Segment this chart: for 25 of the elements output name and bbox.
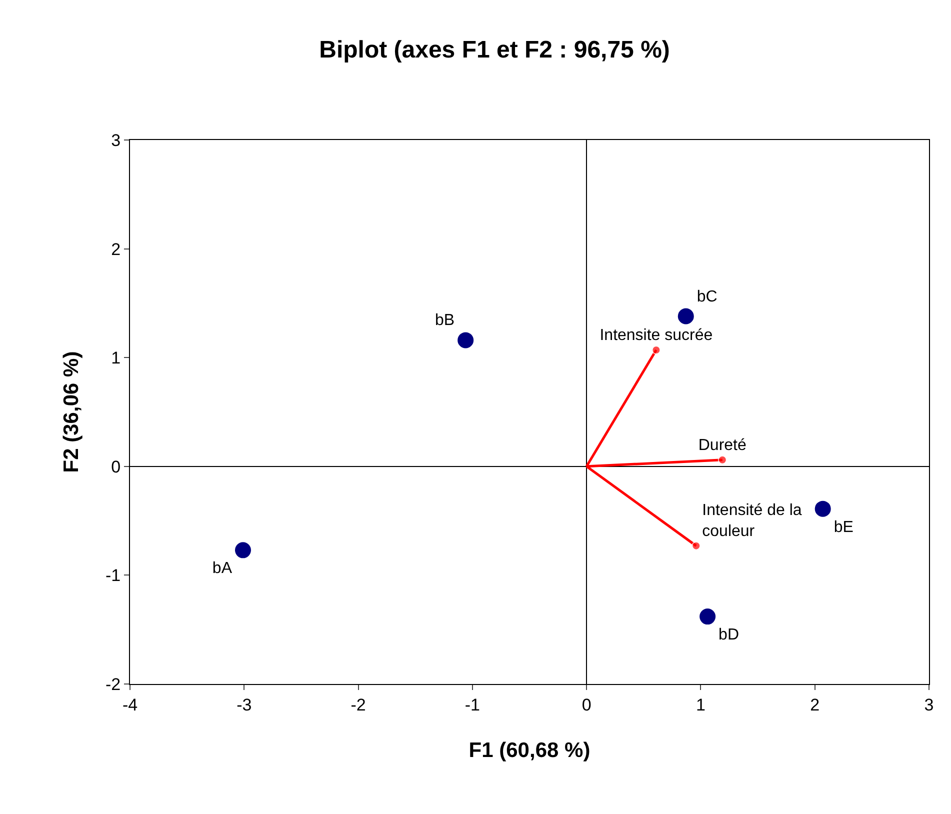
series-label: Dureté [698,436,747,454]
y-tick-label: -1 [105,566,121,586]
y-tick-label: 1 [111,348,121,368]
series-label: bD [718,626,740,644]
y-axis-title: F2 (36,06 %) [60,351,83,473]
series-label: bC [696,288,718,306]
series-label: Intensite sucrée [600,326,713,344]
series-label: bE [834,518,854,536]
y-tick-label: 2 [111,240,121,259]
y-tick-label: 0 [111,457,121,476]
x-axis-title: F1 (60,68 %) [468,739,590,762]
series-label: Intensité de la couleur [702,502,802,540]
series-label: bA [212,560,232,578]
x-tick-label: 2 [810,695,820,714]
x-tick-label: -4 [122,695,138,714]
x-tick-label: 0 [582,695,592,714]
x-tick-label: 3 [924,695,934,714]
y-tick-label: -2 [105,674,121,694]
y-tick-label: 3 [111,130,121,150]
series-label: bB [435,312,455,330]
x-tick-label: -1 [464,695,480,714]
chart-title: Biplot (axes F1 et F2 : 96,75 %) [319,36,670,64]
x-tick-label: -3 [236,695,252,714]
x-tick-label: 1 [696,695,706,714]
x-tick-label: -2 [350,695,366,714]
